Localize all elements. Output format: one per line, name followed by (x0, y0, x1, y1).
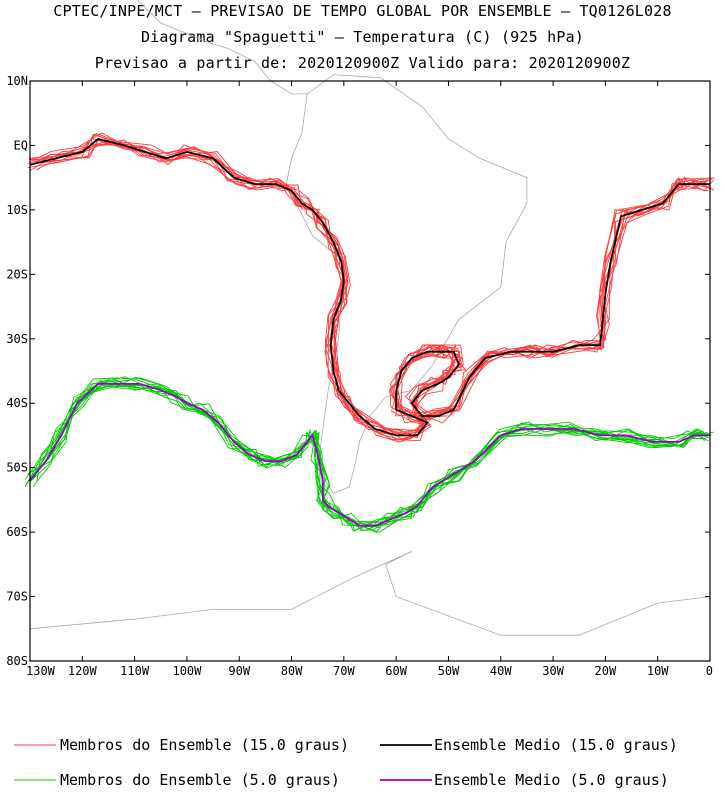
series-1-mean-line (29, 138, 710, 437)
x-tick-label: 20W (595, 664, 617, 678)
central-america-coastline (136, 0, 308, 95)
series-2-member-line (27, 384, 707, 531)
chart-title-line-1: CPTEC/INPE/MCT – PREVISAO DE TEMPO GLOBA… (53, 2, 672, 20)
x-tick-label: 70W (333, 664, 355, 678)
series-0 (27, 132, 715, 443)
x-tick-label: 130W (26, 664, 56, 678)
y-tick-label: 50S (6, 461, 28, 475)
south-america-coastline (285, 74, 528, 494)
legend-label-black-mean: Ensemble Medio (15.0 graus) (434, 736, 678, 754)
series-2-member-line (32, 381, 705, 533)
series-2-member-line (36, 384, 714, 527)
series-2-member-line (24, 377, 708, 529)
legend: Membros do Ensemble (15.0 graus) Ensembl… (14, 736, 678, 789)
series-0-member-line (35, 138, 705, 439)
series-2-member-line (34, 381, 705, 533)
series-layer (24, 132, 715, 533)
series-2-member-line (30, 377, 709, 531)
series-2-member-line (31, 383, 712, 532)
series-2-member-line (24, 376, 704, 524)
y-tick-label: 60S (6, 525, 28, 539)
y-tick-label: 10S (6, 203, 28, 217)
x-tick-label: 100W (172, 664, 202, 678)
legend-label-red-members: Membros do Ensemble (15.0 graus) (60, 736, 349, 754)
x-tick-label: 10W (647, 664, 669, 678)
chart-title-line-2: Diagrama "Spaguetti" – Temperatura (C) (… (140, 28, 585, 46)
y-tick-label: 30S (6, 332, 28, 346)
plot-frame (29, 80, 711, 662)
x-tick-label: 110W (120, 664, 150, 678)
axis-ticks: 130W 120W 110W 100W 90W 80W 70W 60W 50W 40W 30W 20W… (6, 74, 713, 678)
series-0-member-line (29, 133, 709, 440)
x-tick-label: 80W (281, 664, 303, 678)
series-2-member-line (34, 376, 709, 523)
y-tick-label: 10N (6, 74, 28, 88)
x-tick-label: 30W (542, 664, 564, 678)
x-tick-label: 60W (385, 664, 407, 678)
y-tick-label: EQ (14, 138, 28, 152)
x-tick-label: 90W (228, 664, 250, 678)
x-tick-label: 120W (68, 664, 98, 678)
y-tick-label: 70S (6, 590, 28, 604)
series-3 (29, 383, 710, 527)
series-2 (24, 376, 714, 533)
x-tick-label: 50W (438, 664, 460, 678)
series-0-member-line (27, 142, 715, 442)
legend-label-green-members: Membros do Ensemble (5.0 graus) (60, 771, 340, 789)
chart-title-line-3: Previsao a partir de: 2020120900Z Valido… (94, 54, 631, 72)
legend-label-purple-mean: Ensemble Medio (5.0 graus) (434, 771, 669, 789)
x-tick-label: 40W (490, 664, 512, 678)
y-tick-label: 20S (6, 267, 28, 281)
series-0-member-line (28, 134, 706, 435)
y-tick-label: 40S (6, 396, 28, 410)
series-3-mean-line (29, 383, 710, 527)
antarctica-coastline (29, 551, 711, 636)
y-tick-label: 80S (6, 654, 28, 668)
series-2-member-line (32, 384, 706, 527)
x-tick-label: 0 (706, 664, 713, 678)
series-1 (29, 138, 710, 437)
series-2-member-line (24, 380, 709, 532)
series-2-member-line (27, 377, 706, 531)
